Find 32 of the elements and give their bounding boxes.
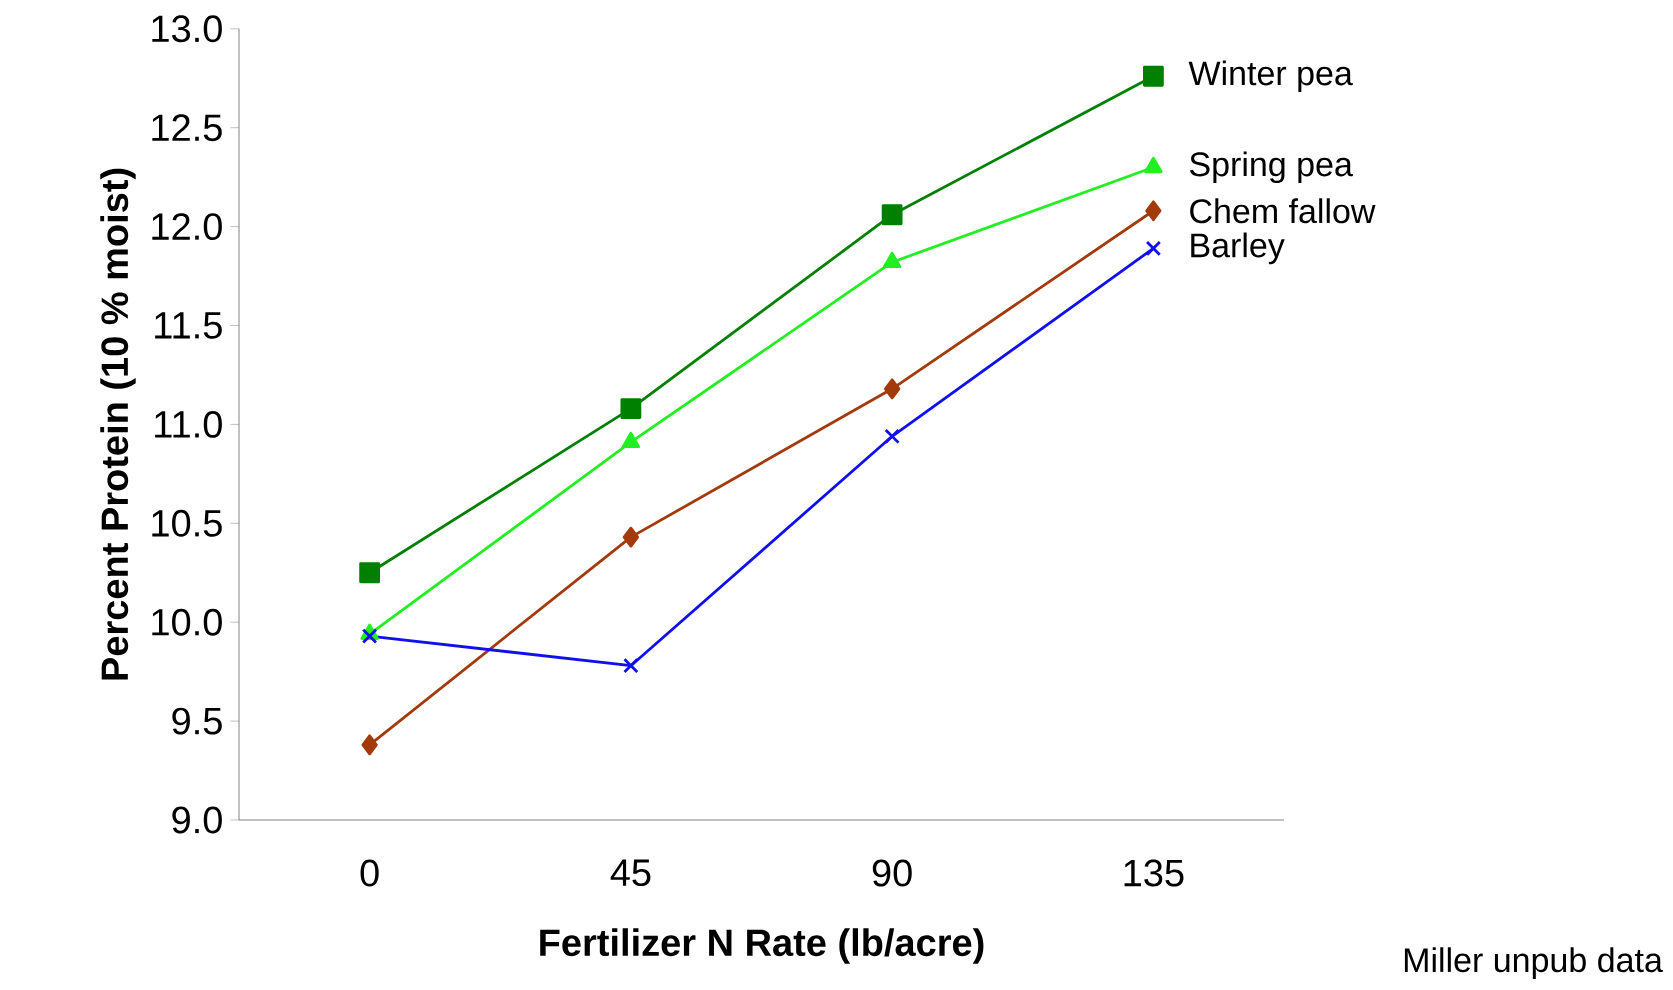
- x-tick-label: 90: [872, 859, 912, 887]
- series-label: Chem fallow: [1190, 198, 1376, 224]
- y-tick-label: 9.0: [172, 806, 222, 834]
- y-tick-label: 12.0: [152, 213, 222, 241]
- x-axis-title: Fertilizer N Rate (lb/acre): [540, 928, 984, 964]
- point: [359, 562, 381, 584]
- y-tick-label: 12.5: [152, 114, 222, 142]
- y-tick-label: 13.0: [152, 15, 222, 43]
- point: [622, 526, 640, 548]
- series-label: Barley: [1191, 232, 1285, 265]
- x-tick-label: 45: [610, 859, 651, 887]
- point: [883, 378, 901, 400]
- x-tick-label: 135: [1124, 859, 1184, 887]
- text: Miller unpub data: [1404, 947, 1663, 979]
- point: [361, 628, 378, 644]
- y-tick-label: 11.0: [155, 410, 222, 438]
- series-label: Spring pea: [1189, 151, 1353, 184]
- y-axis-title: Percent Protein (10 % moist): [100, 168, 136, 680]
- point: [620, 398, 642, 419]
- point: [884, 428, 900, 445]
- point: [623, 657, 639, 674]
- x-tick-label: 0: [360, 859, 379, 887]
- point: [881, 204, 903, 226]
- y-tick-label: 11.5: [155, 312, 222, 339]
- point: [1142, 65, 1164, 87]
- series-label: Winter pea: [1188, 60, 1353, 93]
- point: [1145, 240, 1162, 257]
- y-tick-label: 9.5: [172, 707, 222, 735]
- y-tick-label: 10.0: [152, 608, 222, 636]
- point: [361, 734, 378, 756]
- y-tick-label: 10.5: [152, 509, 222, 537]
- point: [1145, 200, 1162, 222]
